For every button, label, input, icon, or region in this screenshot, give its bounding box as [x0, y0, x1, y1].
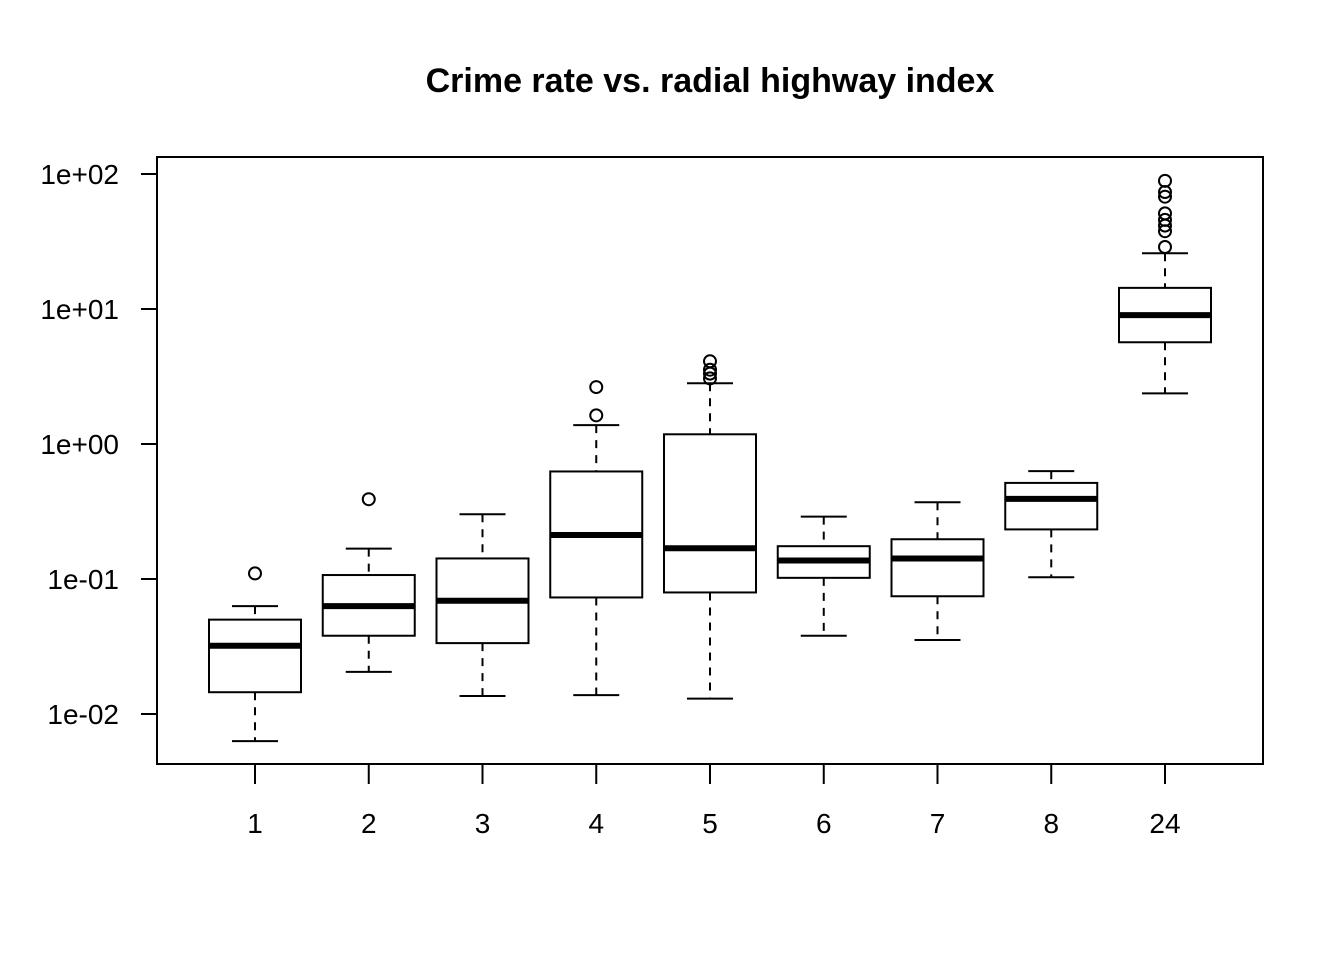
outlier-point [703, 362, 717, 377]
box-group-1 [208, 566, 302, 743]
outlier-point [1158, 189, 1172, 204]
x-tick-label: 8 [1043, 808, 1059, 839]
box-group-7 [890, 501, 985, 642]
outlier-point [1158, 239, 1172, 254]
iqr-box [890, 538, 985, 598]
x-tick-label: 5 [702, 808, 718, 839]
boxes [208, 173, 1212, 743]
outlier-point [589, 380, 604, 395]
x-tick-label: 1 [247, 808, 263, 839]
y-axis: 1e-02 1e-01 1e+00 1e+01 1e+02 [40, 159, 157, 730]
chart-title: Crime rate vs. radial highway index [426, 62, 995, 100]
x-tick-label: 6 [816, 808, 832, 839]
outlier-point [1158, 173, 1172, 188]
y-tick-label: 1e-01 [47, 564, 119, 595]
box-group-2 [321, 492, 416, 673]
y-tick-label: 1e+00 [40, 429, 119, 460]
outlier-point [361, 492, 376, 507]
x-tick-label: 7 [930, 808, 946, 839]
x-axis: 1 2 3 4 5 6 7 8 24 [247, 764, 1181, 839]
box-group-5 [663, 354, 757, 700]
iqr-box [1004, 481, 1099, 531]
iqr-box [208, 618, 302, 694]
box-group-4 [549, 380, 644, 697]
box-group-6 [776, 515, 871, 637]
y-tick-label: 1e-02 [47, 699, 119, 730]
outlier-point [589, 408, 604, 423]
y-tick-label: 1e+01 [40, 294, 119, 325]
x-tick-label: 4 [588, 808, 604, 839]
y-tick-label: 1e+02 [40, 159, 119, 190]
box-group-8 [1004, 470, 1099, 579]
outlier-point [1158, 212, 1172, 227]
outlier-point [1158, 206, 1172, 221]
outlier-point [703, 371, 717, 386]
iqr-box [663, 433, 757, 594]
outlier-point [248, 566, 262, 581]
box-group-24 [1118, 173, 1212, 395]
outlier-point [703, 354, 717, 369]
x-tick-label: 2 [361, 808, 377, 839]
box-group-3 [435, 513, 530, 697]
x-tick-label: 3 [475, 808, 491, 839]
x-tick-label: 24 [1149, 808, 1180, 839]
